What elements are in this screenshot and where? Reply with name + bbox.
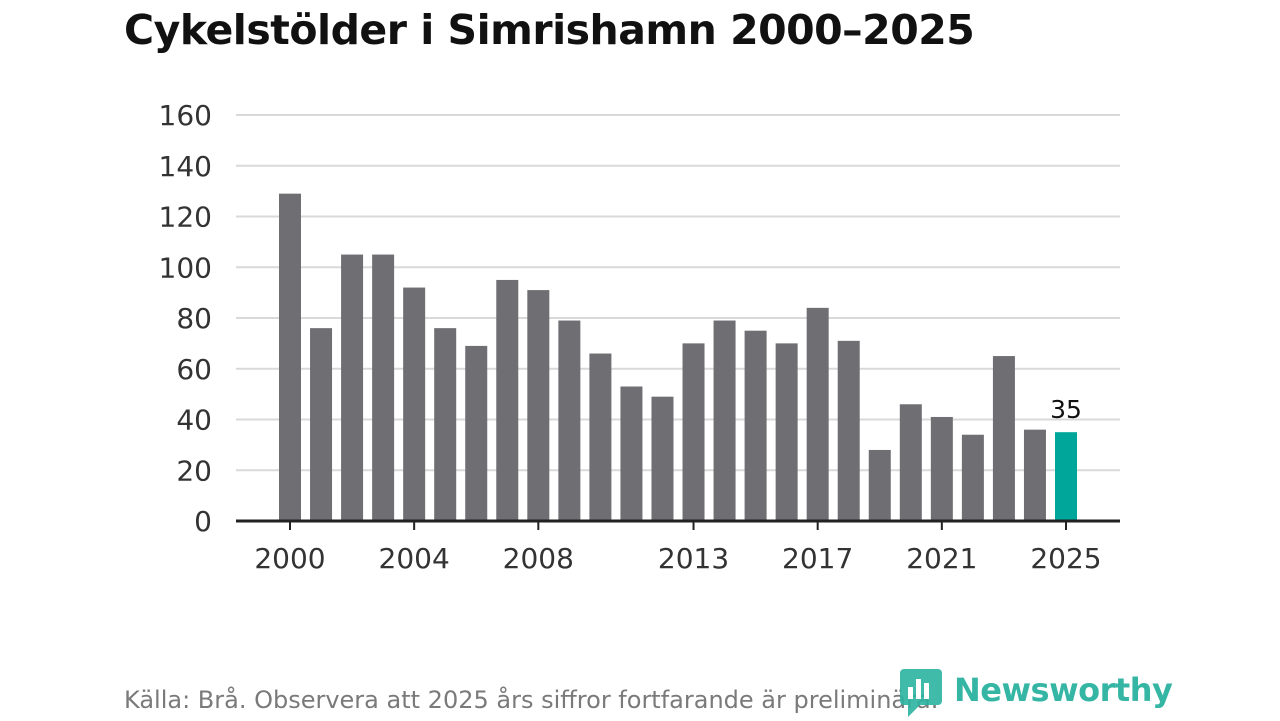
x-tick-label: 2017 bbox=[782, 542, 853, 575]
chart-title: Cykelstölder i Simrishamn 2000–2025 bbox=[124, 6, 975, 54]
y-tick-label: 40 bbox=[176, 404, 212, 437]
x-tick-label: 2013 bbox=[658, 542, 729, 575]
bar-2012 bbox=[651, 396, 674, 521]
newsworthy-logo: Newsworthy bbox=[900, 668, 1173, 717]
bar-2011 bbox=[620, 386, 643, 521]
grid-lines bbox=[236, 114, 1120, 472]
bar-2016 bbox=[775, 343, 798, 521]
bar-2013 bbox=[682, 343, 705, 521]
x-axis-ticks: 2000 2004 2008 2013 2017 2021 2025 bbox=[254, 521, 1102, 575]
logo-text: Newsworthy bbox=[954, 671, 1173, 709]
y-tick-label: 80 bbox=[176, 302, 212, 335]
bar-2003 bbox=[372, 254, 395, 521]
y-tick-label: 60 bbox=[176, 353, 212, 386]
y-axis-ticks: 0 20 40 60 80 100 120 140 160 bbox=[159, 99, 212, 538]
x-tick-label: 2021 bbox=[906, 542, 977, 575]
bar-2008 bbox=[527, 290, 550, 521]
x-tick-label: 2025 bbox=[1030, 542, 1101, 575]
x-tick-label: 2000 bbox=[254, 542, 325, 575]
bar-2004 bbox=[403, 287, 426, 521]
bar-2021 bbox=[930, 416, 953, 521]
bar-2014 bbox=[713, 320, 736, 521]
data-label-2025: 35 bbox=[1050, 395, 1082, 424]
bar-2015 bbox=[744, 330, 767, 521]
x-tick-label: 2004 bbox=[379, 542, 450, 575]
bar-2009 bbox=[558, 320, 581, 521]
source-note: Källa: Brå. Observera att 2025 års siffr… bbox=[124, 686, 939, 714]
bars bbox=[279, 193, 1077, 521]
bar-2001 bbox=[310, 328, 333, 521]
y-tick-label: 120 bbox=[159, 201, 212, 234]
bar-chart-speech-bubble-icon bbox=[900, 669, 942, 717]
bar-2017 bbox=[806, 307, 829, 521]
y-tick-label: 160 bbox=[159, 99, 212, 132]
bar-2025 bbox=[1055, 432, 1077, 521]
y-tick-label: 20 bbox=[176, 454, 212, 487]
bar-2006 bbox=[465, 345, 488, 521]
bar-2019 bbox=[868, 449, 891, 521]
bar-2024 bbox=[1023, 429, 1046, 521]
y-tick-label: 140 bbox=[159, 150, 212, 183]
y-tick-label: 100 bbox=[159, 251, 212, 284]
bar-2002 bbox=[341, 254, 364, 521]
data-labels: 35 bbox=[1050, 395, 1082, 424]
bar-2007 bbox=[496, 279, 519, 521]
x-tick-label: 2008 bbox=[503, 542, 574, 575]
y-tick-label: 0 bbox=[194, 505, 212, 538]
bar-2010 bbox=[589, 353, 612, 521]
bar-2018 bbox=[837, 340, 860, 521]
bar-2005 bbox=[434, 328, 457, 521]
bar-2020 bbox=[899, 404, 922, 521]
bar-2000 bbox=[279, 193, 301, 521]
bar-2022 bbox=[961, 434, 984, 521]
bar-2023 bbox=[992, 356, 1015, 521]
